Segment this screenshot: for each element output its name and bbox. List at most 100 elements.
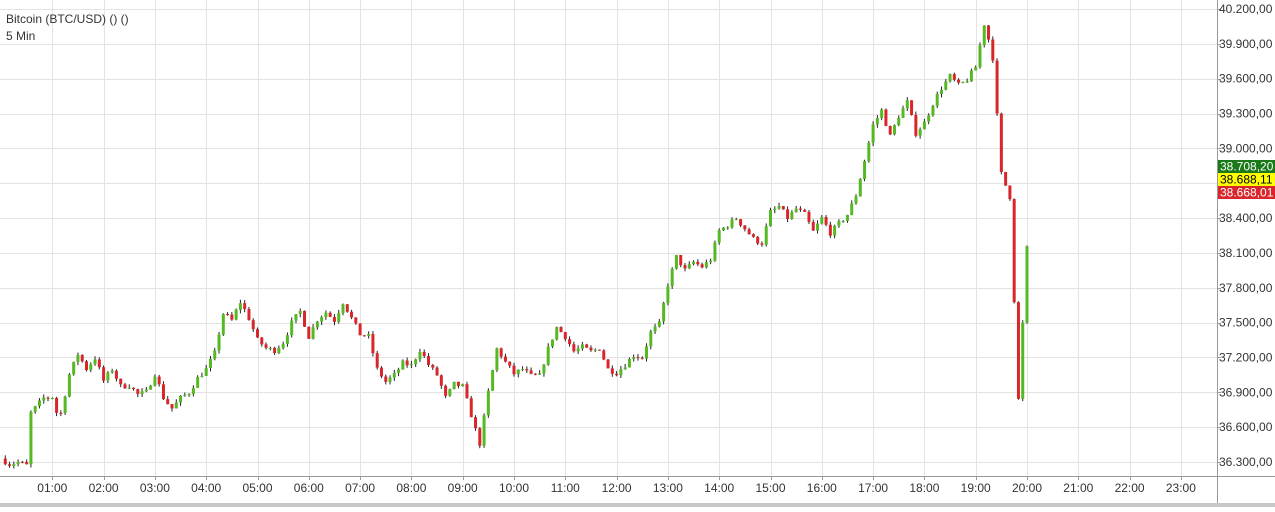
candle-up [841,220,845,222]
x-tick-label: 01:00 [37,481,67,495]
candle-down [59,412,63,414]
candle-up [106,372,110,381]
candle-up [298,310,302,315]
candle-up [550,339,554,347]
candle-up [833,225,837,236]
candle-up [93,359,97,365]
candle-up [110,370,114,373]
candle-up [892,125,896,135]
candle-down [615,373,619,376]
candle-up [315,321,319,328]
candle-down [170,404,174,409]
candle-down [828,224,832,236]
candle-down [332,316,336,322]
x-tick-label: 17:00 [858,481,888,495]
last-price-high-label: 38.708,20 [1220,160,1274,174]
candle-down [328,312,332,317]
y-tick-label: 39.000,00 [1219,141,1273,155]
candle-down [598,349,601,351]
candle-down [474,417,478,429]
candle-up [542,364,546,374]
candle-down [256,329,259,338]
candle-down [533,373,537,375]
y-axis: 36.300,00 36.600,00 36.900,00 37.200,00 37.5… [1217,0,1273,507]
x-tick-label: 18:00 [909,481,939,495]
candle-up [16,461,20,465]
candle-up [149,385,153,390]
candle-up [221,314,225,335]
candle-down [995,60,999,114]
candle-up [901,108,905,118]
y-tick-label: 38.400,00 [1219,211,1273,225]
candle-up [773,208,777,211]
candle-down [136,389,140,394]
candle-down [700,264,704,268]
candle-down [756,236,760,244]
candle-up [37,400,41,407]
candle-up [657,321,661,327]
candle-down [798,208,802,210]
x-tick-label: 04:00 [191,481,221,495]
candle-up [268,347,272,349]
candle-up [144,389,148,392]
candle-up [341,304,345,314]
candle-up [392,372,396,378]
candle-up [816,223,820,231]
candle-up [717,230,721,243]
candle-down [508,361,512,366]
bottom-scrollbar[interactable] [0,503,1275,507]
candle-down [957,79,961,83]
candle-up [974,67,978,71]
candle-up [687,264,691,269]
candle-up [931,105,935,116]
candle-up [217,334,221,351]
candle-up [401,360,405,370]
candle-up [187,394,191,396]
candle-down [602,350,606,360]
candle-up [277,348,281,354]
candle-up [290,320,294,336]
candle-up [918,129,922,136]
candle-down [345,304,349,312]
candle-up [452,381,456,389]
candle-down [157,376,161,385]
y-tick-label: 40.200,00 [1219,2,1273,16]
candle-up [72,361,76,375]
candle-up [311,327,315,339]
candle-up [922,121,926,130]
candles-layer [3,25,1029,469]
candle-down [251,320,255,330]
candle-down [85,361,88,371]
candle-up [213,350,217,359]
candle-up [337,313,341,322]
candle-down [20,461,24,463]
candle-up [935,93,939,106]
x-tick-label: 07:00 [345,481,375,495]
candle-up [1021,322,1025,399]
candle-up [516,369,520,375]
candle-down [55,397,59,413]
candle-up [461,384,465,386]
candle-up [555,327,559,340]
y-tick-label: 36.600,00 [1219,420,1273,434]
x-tick-label: 05:00 [242,481,272,495]
candle-down [303,310,307,327]
candle-up [29,411,33,465]
candle-up [546,346,550,365]
candle-down [751,234,755,237]
candle-up [645,346,649,359]
candle-up [632,357,636,359]
candle-up [1025,246,1029,323]
candle-down [1016,302,1020,399]
candle-down [435,367,439,376]
candle-up [662,302,666,322]
candle-up [674,255,678,269]
candle-down [747,229,751,235]
candle-down [679,255,683,266]
last-price-high-badge [1218,160,1275,173]
candle-down [362,335,366,337]
candle-down [803,209,807,212]
candle-down [683,265,687,269]
chart-title: Bitcoin (BTC/USD) () () [6,12,129,26]
